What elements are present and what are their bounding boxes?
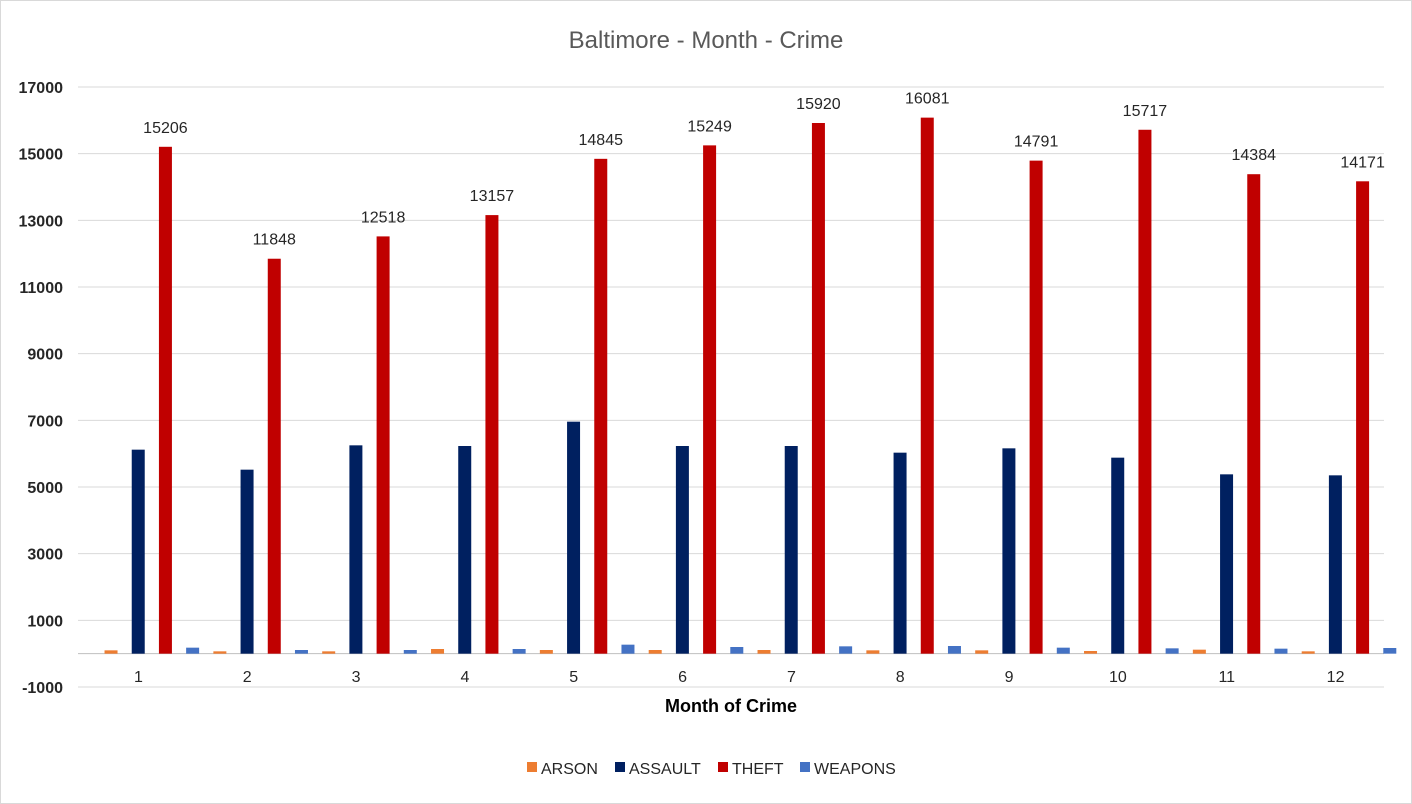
bar-arson-6 <box>648 650 662 654</box>
legend-swatch-assault <box>615 762 625 772</box>
bar-weapons-3 <box>403 650 417 654</box>
bar-arson-12 <box>1301 651 1315 654</box>
bar-theft-3 <box>376 236 390 654</box>
bar-assault-2 <box>240 469 254 654</box>
legend-swatch-theft <box>718 762 728 772</box>
data-label-theft-6: 15249 <box>687 118 732 135</box>
bar-weapons-8 <box>947 646 961 654</box>
legend-swatch-arson <box>527 762 537 772</box>
chart-title: Baltimore - Month - Crime <box>569 27 844 54</box>
data-label-theft-2: 11848 <box>253 232 296 249</box>
x-tick-label: 8 <box>896 669 905 686</box>
bar-theft-6 <box>703 145 717 654</box>
bar-theft-8 <box>920 117 934 654</box>
bar-theft-9 <box>1029 160 1043 654</box>
bar-assault-8 <box>893 452 907 654</box>
gridlines <box>78 86 1384 688</box>
bar-weapons-4 <box>512 649 526 654</box>
x-tick-label: 2 <box>243 669 252 686</box>
data-label-theft-7: 15920 <box>796 96 841 113</box>
bar-arson-11 <box>1192 649 1206 654</box>
bar-theft-11 <box>1247 174 1261 654</box>
data-label-theft-4: 13157 <box>470 188 515 205</box>
data-label-theft-10: 15717 <box>1123 103 1168 120</box>
legend-label-assault: ASSAULT <box>629 761 701 778</box>
x-axis-label: Month of Crime <box>665 696 797 716</box>
y-axis-ticks: -1000 1000 3000 5000 7000 9000 11000 13000 15000… <box>19 80 64 697</box>
bar-arson-2 <box>213 651 227 654</box>
bar-weapons-11 <box>1274 648 1288 654</box>
bar-theft-2 <box>267 258 281 654</box>
bar-arson-3 <box>322 651 336 654</box>
y-tick-label: 15000 <box>19 147 64 164</box>
y-tick-label: 9000 <box>27 347 63 364</box>
data-label-theft-8: 16081 <box>905 91 950 108</box>
data-label-theft-3: 12518 <box>361 209 406 226</box>
y-tick-label: 17000 <box>19 80 64 97</box>
bar-assault-3 <box>349 445 363 654</box>
y-tick-label: 1000 <box>27 613 63 630</box>
bar-assault-4 <box>458 446 472 654</box>
data-label-theft-5: 14845 <box>579 132 624 149</box>
x-tick-label: 5 <box>569 669 578 686</box>
data-labels: 15206 11848 12518 13157 14845 15249 15920 16081… <box>143 91 1385 249</box>
x-tick-label: 4 <box>460 669 469 686</box>
bar-assault-5 <box>567 421 581 654</box>
x-tick-label: 10 <box>1109 669 1127 686</box>
legend-label-arson: ARSON <box>541 761 598 778</box>
data-label-theft-1: 15206 <box>143 120 188 137</box>
bar-theft-10 <box>1138 129 1152 654</box>
bar-weapons-6 <box>730 647 744 654</box>
bar-weapons-10 <box>1165 648 1179 654</box>
bar-weapons-1 <box>186 647 200 654</box>
legend-label-theft: THEFT <box>732 761 784 778</box>
bar-theft-12 <box>1356 181 1370 654</box>
x-axis-ticks: 1 2 3 4 5 6 7 8 9 10 11 12 <box>134 669 1345 686</box>
bar-theft-1 <box>158 146 172 654</box>
y-tick-label: 3000 <box>27 547 63 564</box>
bar-assault-7 <box>784 446 798 654</box>
x-tick-label: 3 <box>352 669 361 686</box>
legend-label-weapons: WEAPONS <box>814 761 896 778</box>
y-tick-label: 5000 <box>27 480 63 497</box>
bar-assault-12 <box>1328 475 1342 654</box>
y-tick-label: 7000 <box>27 413 63 430</box>
bar-weapons-7 <box>839 646 853 654</box>
x-tick-label: 9 <box>1005 669 1014 686</box>
bar-arson-1 <box>104 650 118 654</box>
x-tick-label: 12 <box>1327 669 1345 686</box>
bar-arson-10 <box>1084 651 1098 654</box>
bar-assault-6 <box>675 446 689 654</box>
bar-theft-4 <box>485 215 499 654</box>
x-tick-label: 7 <box>787 669 796 686</box>
bars <box>104 117 1397 654</box>
bar-arson-4 <box>431 649 445 654</box>
bar-assault-1 <box>131 449 145 654</box>
x-tick-label: 1 <box>134 669 143 686</box>
bar-assault-11 <box>1220 474 1234 654</box>
bar-arson-5 <box>539 650 553 654</box>
bar-weapons-2 <box>294 650 308 654</box>
x-tick-label: 6 <box>678 669 687 686</box>
bar-arson-8 <box>866 650 880 654</box>
data-label-theft-11: 14384 <box>1232 147 1277 164</box>
data-label-theft-12: 14171 <box>1340 154 1385 171</box>
bar-weapons-9 <box>1056 647 1070 654</box>
bar-weapons-12 <box>1383 648 1397 654</box>
legend-swatch-weapons <box>800 762 810 772</box>
bar-weapons-5 <box>621 644 635 654</box>
bar-assault-10 <box>1111 457 1125 654</box>
bar-theft-5 <box>594 158 608 654</box>
bar-arson-7 <box>757 650 771 654</box>
bar-arson-9 <box>975 650 989 654</box>
y-tick-label: 11000 <box>19 280 63 297</box>
x-tick-label: 11 <box>1218 669 1235 686</box>
bar-assault-9 <box>1002 448 1016 654</box>
bar-theft-7 <box>811 123 825 654</box>
legend: ARSON ASSAULT THEFT WEAPONS <box>527 761 896 778</box>
y-tick-label: -1000 <box>22 680 63 697</box>
data-label-theft-9: 14791 <box>1014 134 1059 151</box>
y-tick-label: 13000 <box>19 213 64 230</box>
